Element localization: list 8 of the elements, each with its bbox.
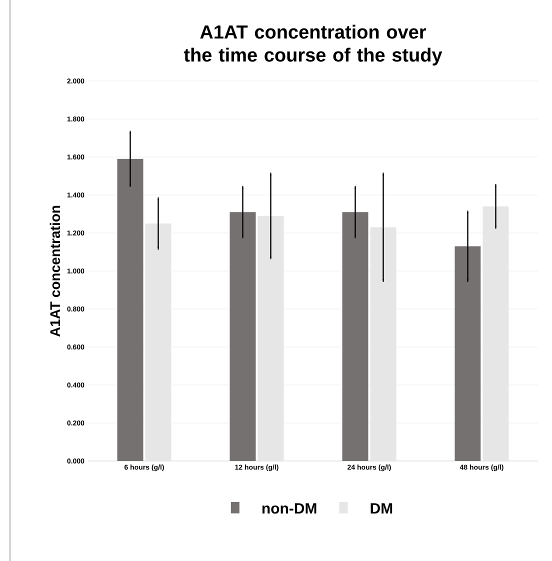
- legend-label: DM: [370, 503, 392, 514]
- bar: [454, 246, 481, 461]
- legend-label: non-DM: [262, 503, 316, 514]
- bar: [230, 212, 256, 461]
- bar: [117, 158, 144, 461]
- bar: [342, 212, 368, 461]
- y-axis-title: A1AT concentration: [50, 206, 60, 337]
- chart-title: A1AT concentration over the time course of the study: [184, 24, 442, 66]
